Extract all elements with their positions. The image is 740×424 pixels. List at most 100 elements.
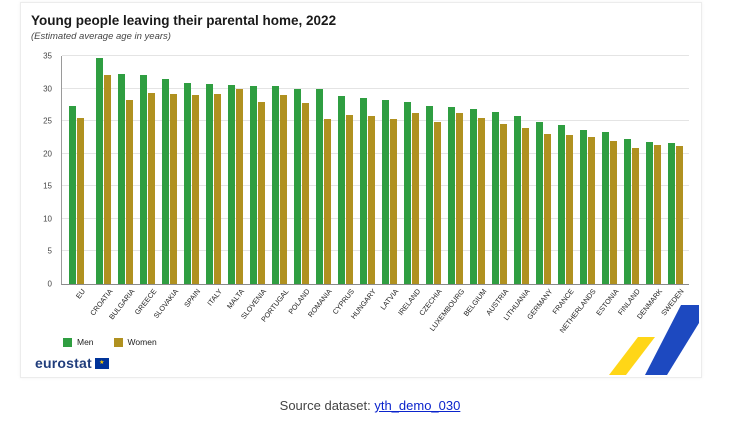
y-tick-label: 30 (43, 84, 52, 94)
x-axis-label: SPAIN (182, 287, 203, 310)
bar-women-ireland (411, 112, 419, 284)
legend-item-men: Men (63, 337, 94, 347)
bar-women-portugal (279, 95, 287, 284)
bar-group-slovenia: SLOVENIA (239, 56, 268, 321)
x-axis-label: ITALY (205, 287, 225, 308)
bar-group-romania: ROMANIA (306, 56, 334, 319)
gridline (62, 87, 689, 89)
bar-men-greece (139, 74, 147, 284)
bar-men-malta (227, 84, 235, 284)
y-tick-label: 15 (43, 181, 52, 191)
bar-group-spain: SPAIN (180, 56, 202, 309)
bar-group-croatia: CROATIA (88, 56, 114, 317)
decorative-ribbon-icon (609, 305, 699, 375)
bar-women-lithuania (521, 127, 529, 284)
legend-label-women: Women (127, 337, 157, 347)
x-axis-label: MALTA (224, 287, 247, 311)
source-dataset-line: Source dataset: yth_demo_030 (0, 398, 740, 413)
bar-men-lithuania (513, 115, 521, 284)
gridline (62, 250, 689, 252)
x-axis-label: LATVIA (378, 287, 401, 312)
bar-women-eu (76, 117, 84, 284)
legend-label-men: Men (77, 337, 94, 347)
legend-item-women: Women (113, 337, 157, 347)
bar-women-luxembourg (455, 113, 463, 284)
bar-women-estonia (609, 141, 617, 284)
bars-container: EU CROATIA BULGARIA GREECE SLOVAKIA SPAIN ITAL… (62, 56, 689, 335)
bar-women-slovenia (257, 102, 265, 284)
plot-area: 0 5 10 15 20 25 30 35 EU CROATIA BULGARIA GREECE SL… (43, 52, 689, 335)
y-tick-label: 10 (43, 214, 52, 224)
bar-women-poland (301, 102, 309, 284)
y-tick-label: 20 (43, 149, 52, 159)
eu-flag-icon: ★ (94, 357, 109, 369)
bar-men-germany (535, 122, 543, 284)
bar-women-spain (191, 95, 199, 284)
bar-women-cyprus (345, 115, 353, 284)
bar-men-croatia (95, 57, 103, 284)
bar-men-slovenia (249, 85, 257, 284)
bar-women-denmark (653, 145, 661, 284)
bar-men-hungary (359, 97, 367, 284)
bar-men-cyprus (337, 96, 345, 284)
chart-panel: Young people leaving their parental home… (20, 2, 702, 378)
bar-group-sweden: SWEDEN (660, 56, 686, 317)
source-dataset-link[interactable]: yth_demo_030 (374, 398, 461, 413)
bar-men-netherlands (579, 129, 587, 284)
legend: Men Women (63, 337, 157, 347)
chart-subtitle: (Estimated average age in years) (31, 31, 171, 42)
bar-group-italy: ITALY (202, 56, 224, 307)
bar-group-ireland: IRELAND (396, 56, 422, 317)
gridline (62, 185, 689, 187)
gridline (62, 120, 689, 122)
bar-women-italy (213, 94, 221, 284)
bar-group-portugal: PORTUGAL (259, 56, 290, 324)
bar-men-czechia (425, 106, 433, 284)
bar-women-bulgaria (125, 99, 133, 284)
bar-women-croatia (103, 74, 111, 284)
bar-group-malta: MALTA (224, 56, 246, 311)
bar-group-luxembourg: LUXEMBOURG (428, 56, 466, 333)
y-tick-label: 35 (43, 51, 52, 61)
source-label: Source dataset: (279, 398, 375, 413)
bar-men-estonia (601, 131, 609, 284)
gridline (62, 55, 689, 56)
bar-men-sweden (667, 142, 675, 284)
bar-men-belgium (469, 108, 477, 284)
bar-men-romania (315, 89, 323, 284)
bar-men-austria (491, 112, 499, 284)
bar-women-slovakia (169, 93, 177, 284)
bar-men-finland (623, 139, 631, 284)
bar-men-poland (293, 88, 301, 284)
chart-title: Young people leaving their parental home… (31, 13, 337, 28)
gridline (62, 217, 689, 219)
men-swatch-icon (63, 337, 72, 347)
eurostat-logo: eurostat ★ (35, 355, 109, 371)
y-tick-label: 0 (47, 279, 52, 289)
y-tick-label: 5 (47, 246, 52, 256)
bar-group-czechia: CZECHIA (418, 56, 444, 317)
bar-women-france (565, 135, 573, 284)
bar-women-romania (323, 118, 331, 284)
bar-group-belgium: BELGIUM (461, 56, 488, 318)
bar-women-germany (543, 133, 551, 284)
bar-women-belgium (477, 117, 485, 284)
x-axis-label: EU (73, 287, 88, 301)
bar-group-greece: GREECE (132, 56, 158, 316)
eurostat-wordmark: eurostat (35, 355, 92, 371)
bar-women-netherlands (587, 136, 595, 284)
women-swatch-icon (113, 337, 123, 347)
bar-men-france (557, 125, 565, 284)
bar-men-luxembourg (447, 107, 455, 284)
bar-group-finland: FINLAND (616, 56, 642, 317)
bar-men-eu (68, 105, 76, 284)
bar-group-hungary: HUNGARY (349, 56, 378, 321)
bar-men-spain (183, 82, 191, 284)
bar-group-netherlands: NETHERLANDS (558, 56, 598, 335)
bar-women-sweden (675, 145, 683, 284)
bar-women-czechia (433, 121, 441, 284)
bar-group-bulgaria: BULGARIA (107, 56, 136, 321)
bar-men-ireland (403, 102, 411, 284)
bar-group-poland: POLAND (287, 56, 312, 316)
bar-women-austria (499, 124, 507, 284)
